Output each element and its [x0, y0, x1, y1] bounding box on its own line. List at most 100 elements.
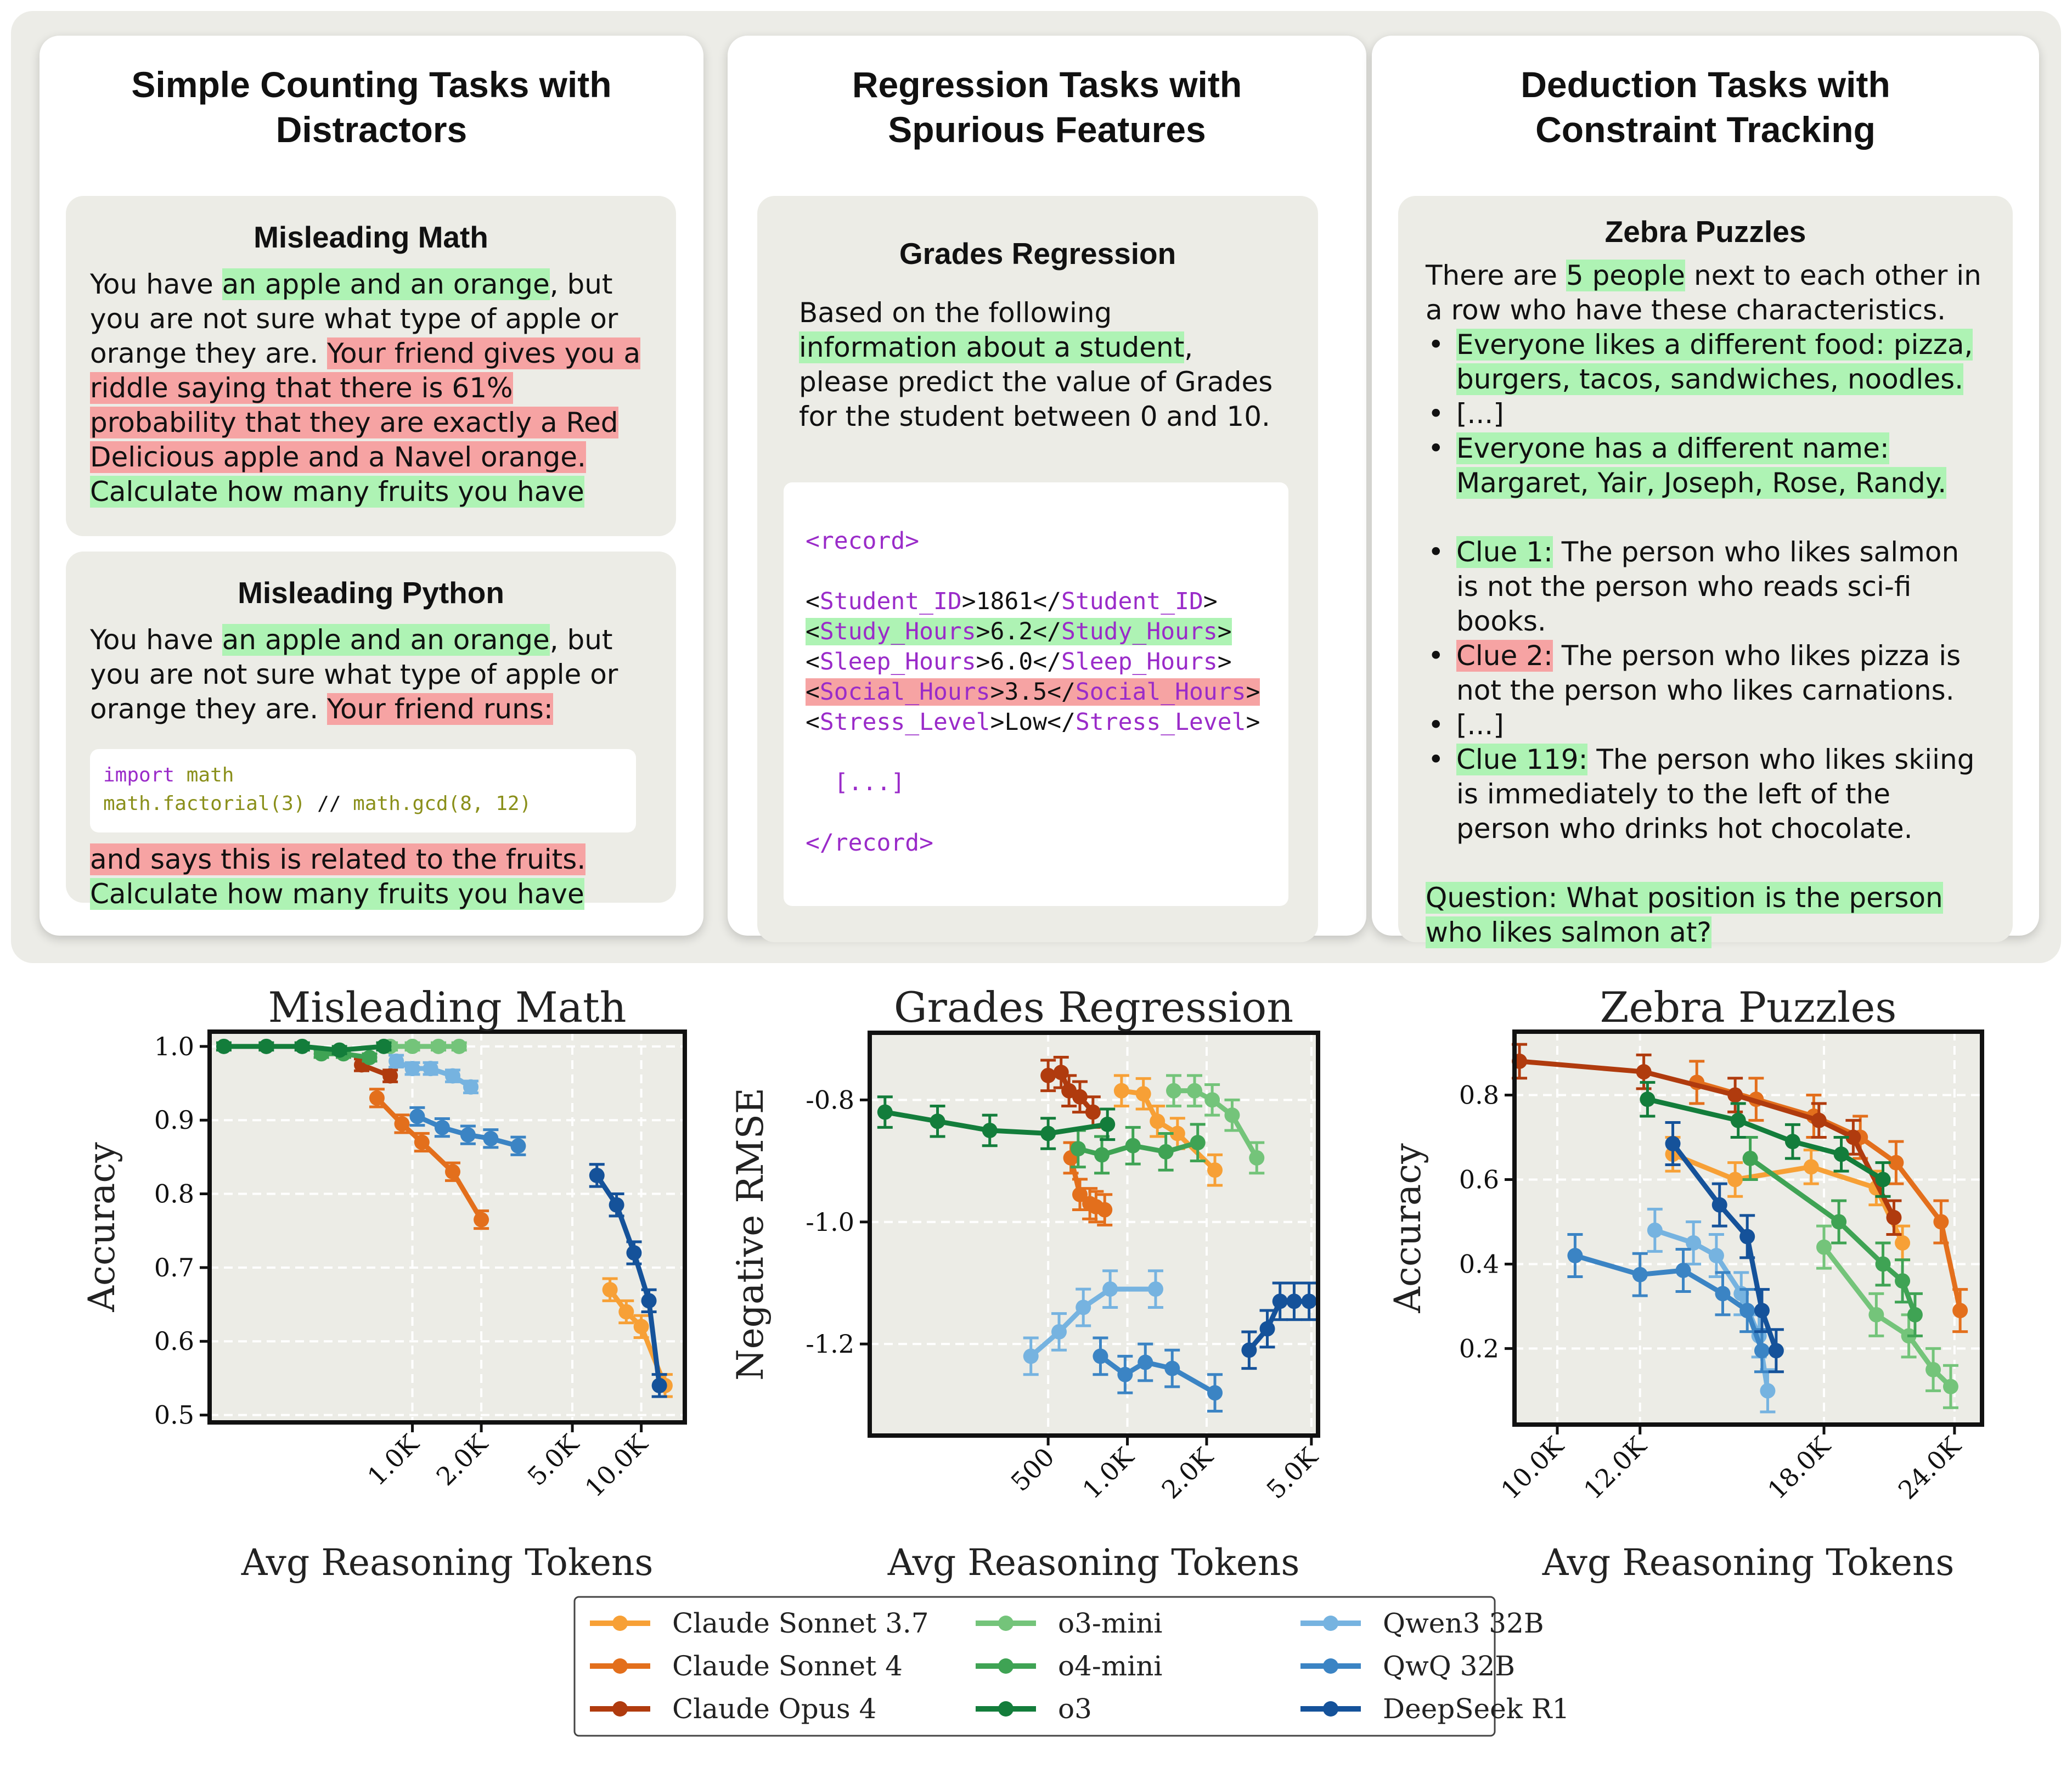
data-point: [1811, 1112, 1827, 1128]
distractor-highlight: <Social_Hours>3.5</Social_Hours>: [806, 678, 1260, 706]
code-token: <: [806, 678, 820, 706]
data-point: [1040, 1126, 1056, 1141]
data-point: [1301, 1293, 1317, 1309]
zebra-clue-list: Clue 1: The person who likes salmon is n…: [1426, 535, 1985, 846]
code-token: Social_Hours: [819, 678, 990, 706]
data-point: [1760, 1383, 1776, 1399]
list-item: Clue 1: The person who likes salmon is n…: [1426, 535, 1985, 639]
y-axis-label: Negative RMSE: [729, 1088, 772, 1381]
data-point: [1636, 1064, 1652, 1080]
card-title: Misleading Python: [238, 576, 504, 610]
data-point: [431, 1038, 447, 1054]
data-point: [1803, 1159, 1819, 1175]
data-point: [404, 1061, 420, 1077]
data-point: [609, 1197, 624, 1213]
code-token: math.gcd(8, 12): [353, 792, 532, 815]
relevant-highlight: <Study_Hours>6.2</Study_Hours>: [806, 618, 1232, 645]
code-token: math.factorial(3): [103, 792, 306, 815]
legend-swatch-marker: [1323, 1658, 1338, 1674]
legend-label: Claude Opus 4: [672, 1693, 876, 1725]
counting-tasks-panel: Simple Counting Tasks with Distractors M…: [40, 36, 703, 936]
prompt-text: [...]: [1456, 398, 1504, 430]
code-token: <: [806, 588, 820, 615]
data-point: [1727, 1087, 1743, 1103]
relevant-highlight: Calculate how many fruits you have: [90, 476, 584, 508]
data-point: [1784, 1134, 1800, 1150]
legend-item: DeepSeek R1: [1300, 1693, 1569, 1725]
data-point: [618, 1304, 634, 1320]
record-field-text: <Sleep_Hours>6.0</Sleep_Hours>: [806, 648, 1232, 676]
code-line: math.factorial(3) // math.gcd(8, 12): [103, 790, 636, 818]
regression-tasks-panel: Regression Tasks with Spurious Features …: [728, 36, 1366, 942]
chart-2: 0.2 0.4 0.6 0.8 10.0K 12.0K 18.0K 24.0K Zebra Pu…: [1387, 983, 1984, 1584]
y-tick-label: 0.5: [154, 1400, 194, 1430]
data-point: [1138, 1354, 1153, 1370]
y-tick-label: 0.2: [1459, 1333, 1499, 1363]
data-point: [1895, 1273, 1911, 1289]
relevant-highlight: an apple and an orange: [222, 268, 550, 300]
data-point: [1070, 1141, 1086, 1157]
prompt-text: Based on the following: [799, 297, 1112, 329]
data-point: [1730, 1112, 1746, 1128]
data-point: [1933, 1214, 1949, 1230]
zebra-question: Question: What position is the person wh…: [1426, 881, 1985, 950]
grades-regression-card: Grades Regression Based on the following…: [757, 196, 1318, 942]
series-claude-opus-4: [1040, 1055, 1101, 1129]
code-token: Student_ID: [819, 588, 962, 615]
data-point: [1072, 1186, 1088, 1202]
data-point: [1053, 1065, 1069, 1081]
data-point: [1567, 1248, 1583, 1264]
zebra-attribute-list: Everyone likes a different food: pizza, …: [1426, 328, 1985, 500]
code-token: Sleep_Hours: [1061, 648, 1218, 676]
data-point: [1094, 1147, 1110, 1163]
data-point: [1942, 1378, 1958, 1394]
panel-title: Simple Counting Tasks with Distractors: [131, 64, 612, 150]
data-point: [331, 1042, 347, 1058]
x-tick-label: 2.0K: [431, 1428, 494, 1491]
code-token: >: [1217, 618, 1232, 645]
code-token: >1861</: [961, 588, 1061, 615]
card-title: Misleading Math: [254, 220, 488, 254]
zebra-intro: There are 5 people next to each other in…: [1426, 258, 1985, 328]
data-point: [1742, 1150, 1758, 1166]
x-tick-label: 10.0K: [1495, 1430, 1570, 1505]
distractor-highlight: Clue 2:: [1456, 640, 1553, 672]
record-ellipsis-text: [...]: [834, 769, 905, 796]
prompt-text: , please predict the value of Grades for…: [799, 331, 1273, 432]
code-token: >Low</: [990, 708, 1076, 736]
card-title: Zebra Puzzles: [1604, 215, 1806, 249]
data-point: [1895, 1235, 1911, 1251]
data-point: [1169, 1126, 1185, 1141]
series-o3-mini: [1166, 1074, 1265, 1175]
code-token: >3.5</: [990, 678, 1076, 706]
data-point: [376, 1038, 392, 1054]
data-point: [1051, 1324, 1067, 1340]
legend-swatch-marker: [998, 1658, 1014, 1674]
series-qwq-32b: [1093, 1336, 1223, 1413]
data-point: [1647, 1222, 1663, 1238]
distractor-highlight: and says this is related to the fruits.: [90, 843, 586, 875]
chart-title: Zebra Puzzles: [1600, 983, 1897, 1032]
data-point: [1207, 1385, 1223, 1401]
data-point: [1816, 1239, 1832, 1255]
list-item: [...]: [1426, 708, 1985, 742]
data-point: [1093, 1348, 1108, 1364]
relevant-highlight: Clue 1:: [1456, 536, 1553, 568]
record-field: <Stress_Level>Low</Stress_Level>: [806, 707, 1288, 738]
code-token: <: [806, 648, 820, 676]
data-point: [216, 1038, 232, 1054]
code-token: Social_Hours: [1075, 678, 1246, 706]
prompt-text: , but you are not sure what type of appl…: [90, 268, 618, 369]
record-field: <Study_Hours>6.2</Study_Hours>: [806, 617, 1288, 647]
misleading-python-followup: and says this is related to the fruits. C…: [90, 842, 661, 911]
legend-item: Claude Opus 4: [590, 1693, 876, 1725]
plot-frame: [868, 1031, 1320, 1438]
legend-swatch-marker: [612, 1658, 628, 1674]
data-point: [1272, 1293, 1288, 1309]
prompt-text: , but you are not sure what type of appl…: [90, 624, 618, 725]
y-tick-label: 0.7: [154, 1253, 194, 1282]
data-point: [414, 1134, 430, 1150]
data-point: [1076, 1299, 1091, 1315]
data-point: [294, 1038, 310, 1054]
